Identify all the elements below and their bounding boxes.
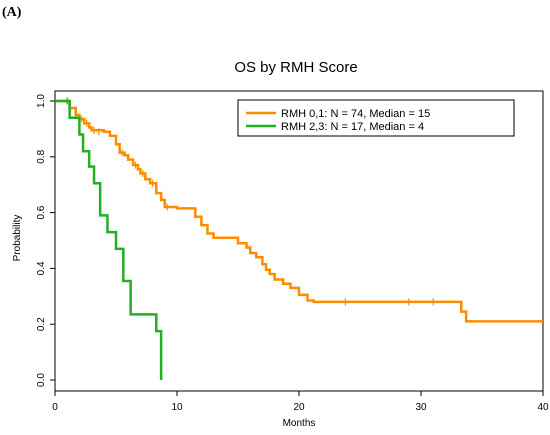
panel-label: (A) <box>2 5 22 20</box>
x-axis-label: Months <box>283 418 316 429</box>
x-axis: 0 10 20 30 40 <box>52 391 549 413</box>
x-tick-label: 0 <box>52 402 58 413</box>
y-tick-label: 1.0 <box>36 94 47 108</box>
legend: RMH 0,1: N = 74, Median = 15 RMH 2,3: N … <box>237 99 515 137</box>
y-tick-label: 0.6 <box>36 205 47 219</box>
x-tick-label: 10 <box>171 402 183 413</box>
legend-label-rmh23: RMH 2,3: N = 17, Median = 4 <box>281 121 424 133</box>
legend-box <box>237 99 515 137</box>
y-axis: 0.0 0.2 0.4 0.6 0.8 1.0 <box>36 94 55 387</box>
y-axis-label: Probability <box>12 215 23 262</box>
series-line-0 <box>55 99 543 323</box>
x-tick-label: 30 <box>415 402 427 413</box>
x-tick-label: 40 <box>537 402 549 413</box>
chart-title: OS by RMH Score <box>234 59 357 76</box>
y-tick-label: 0.4 <box>36 261 47 275</box>
y-tick-label: 0.0 <box>36 373 47 387</box>
legend-label-rmh01: RMH 0,1: N = 74, Median = 15 <box>281 108 430 120</box>
y-tick-label: 0.2 <box>36 317 47 331</box>
x-tick-label: 20 <box>293 402 305 413</box>
series-line-1 <box>55 99 163 380</box>
y-tick-label: 0.8 <box>36 149 47 163</box>
series-layer <box>55 97 543 380</box>
